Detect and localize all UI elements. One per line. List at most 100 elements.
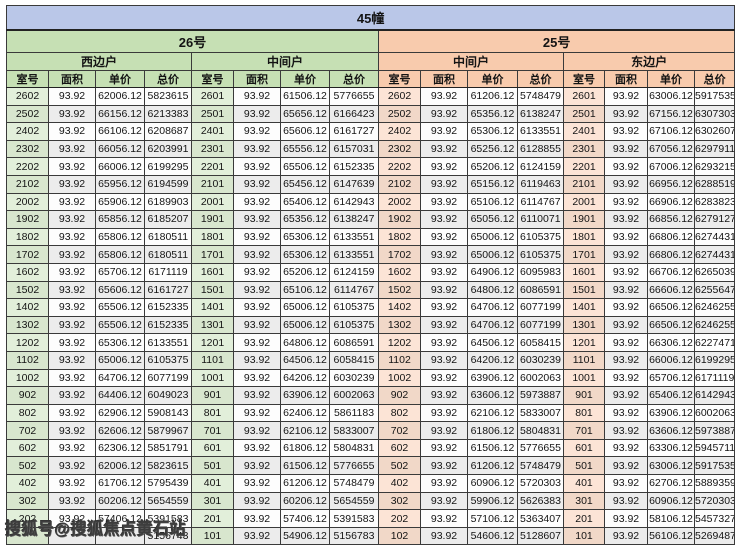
room-cell: 1702 [378, 245, 421, 264]
area-cell: 93.92 [604, 368, 648, 388]
price-cell: 61206.12 [467, 456, 518, 476]
total-cell: 5626383 [517, 491, 564, 511]
total-cell: 5851791 [144, 438, 192, 458]
price-cell: 67006.12 [647, 157, 695, 176]
price-cell: 56106.12 [647, 526, 695, 545]
total-cell: 6147639 [329, 174, 379, 194]
area-cell: 93.92 [233, 280, 281, 300]
table-row: 5156743 101 93.92 54906.12 5156783 102 93.92 54… [6, 526, 736, 545]
room-cell: 2302 [6, 139, 49, 159]
price-cell: 65656.12 [280, 104, 330, 124]
table-row: 2502 93.92 66156.12 6213383 2501 93.92 65656.1… [6, 104, 736, 124]
area-cell: 93.92 [604, 139, 648, 159]
price-cell: 65006.12 [95, 350, 145, 370]
total-cell: 6302607 [693, 122, 736, 141]
total-cell: 6199295 [144, 157, 192, 176]
room-cell: 2301 [563, 139, 605, 159]
area-cell: 93.92 [604, 104, 648, 124]
area-cell: 93.92 [420, 210, 468, 229]
room-cell: 1002 [6, 368, 49, 388]
area-cell: 93.92 [48, 104, 96, 124]
total-cell: 6119463 [517, 174, 564, 194]
area-cell: 93.92 [233, 262, 281, 282]
area-cell: 93.92 [233, 333, 281, 352]
price-cell: 66106.12 [95, 122, 145, 141]
room-cell: 602 [6, 438, 49, 458]
room-cell: 701 [563, 421, 605, 440]
room-cell: 2202 [6, 157, 49, 176]
room-cell: 2501 [191, 104, 234, 124]
room-cell: 1902 [378, 210, 421, 229]
table-row: 1002 93.92 64706.12 6077199 1001 93.92 64206.1… [6, 368, 736, 388]
area-cell: 93.92 [48, 245, 96, 264]
col-header-area: 面积 [233, 70, 281, 88]
room-cell: 2402 [378, 122, 421, 141]
table-row: 1202 93.92 65306.12 6133551 1201 93.92 64806.1… [6, 333, 736, 352]
room-cell: 2602 [378, 87, 421, 106]
room-cell: 2202 [378, 157, 421, 176]
price-cell: 65106.12 [467, 192, 518, 212]
area-cell: 93.92 [48, 350, 96, 370]
total-cell: 6133551 [144, 333, 192, 352]
price-cell: 63306.12 [647, 438, 695, 458]
area-cell: 93.92 [48, 210, 96, 229]
table-row: 2402 93.92 66106.12 6208687 2401 93.92 65606.1… [6, 122, 736, 141]
total-cell: 6138247 [329, 210, 379, 229]
total-cell: 6203991 [144, 139, 192, 159]
total-cell: 5776655 [329, 87, 379, 106]
total-cell: 6110071 [517, 210, 564, 229]
area-cell: 93.92 [604, 333, 648, 352]
total-cell: 5973887 [517, 386, 564, 405]
total-cell: 6095983 [517, 262, 564, 282]
total-cell: 6171119 [693, 368, 736, 388]
price-cell: 66006.12 [647, 350, 695, 370]
total-cell: 6105375 [517, 245, 564, 264]
room-cell: 1802 [378, 227, 421, 247]
price-cell: 64506.12 [467, 333, 518, 352]
total-cell: 6166423 [329, 104, 379, 124]
area-cell: 93.92 [420, 315, 468, 335]
total-cell: 5889359 [693, 474, 736, 493]
total-cell: 6124159 [517, 157, 564, 176]
price-cell: 58106.12 [647, 509, 695, 528]
area-cell: 93.92 [48, 298, 96, 317]
table-row: 202 93.92 57406.12 5391583 201 93.92 57406.12 5… [6, 509, 736, 528]
area-cell: 93.92 [48, 386, 96, 405]
total-cell: 5823615 [144, 87, 192, 106]
area-cell: 93.92 [233, 456, 281, 476]
table-row: 1302 93.92 65506.12 6152335 1301 93.92 65006.1… [6, 315, 736, 335]
area-cell: 93.92 [604, 192, 648, 212]
price-cell: 67106.12 [647, 122, 695, 141]
room-cell: 1502 [378, 280, 421, 300]
total-cell: 6049023 [144, 386, 192, 405]
price-cell: 65006.12 [280, 298, 330, 317]
area-cell: 93.92 [420, 174, 468, 194]
price-cell: 65806.12 [95, 227, 145, 247]
total-cell: 6161727 [144, 280, 192, 300]
room-cell: 1101 [563, 350, 605, 370]
area-cell: 93.92 [420, 139, 468, 159]
price-cell: 65506.12 [95, 298, 145, 317]
room-cell: 702 [6, 421, 49, 440]
price-cell: 65306.12 [95, 333, 145, 352]
room-cell: 1402 [6, 298, 49, 317]
area-cell: 93.92 [604, 87, 648, 106]
table-row: 1602 93.92 65706.12 6171119 1601 93.92 65206.1… [6, 262, 736, 282]
room-cell: 2101 [563, 174, 605, 194]
room-cell: 1401 [563, 298, 605, 317]
total-cell: 6105375 [329, 298, 379, 317]
room-cell: 601 [563, 438, 605, 458]
area-cell: 93.92 [604, 315, 648, 335]
total-cell: 6002063 [329, 386, 379, 405]
col-header-room: 室号 [191, 70, 234, 88]
area-cell: 93.92 [420, 456, 468, 476]
room-cell: 1202 [378, 333, 421, 352]
area-cell: 93.92 [48, 333, 96, 352]
price-cell: 65706.12 [647, 368, 695, 388]
total-cell: 5457327 [693, 509, 736, 528]
total-cell: 6077199 [144, 368, 192, 388]
room-cell: 2201 [563, 157, 605, 176]
total-cell: 6142943 [329, 192, 379, 212]
total-cell: 6077199 [517, 315, 564, 335]
area-cell: 93.92 [233, 192, 281, 212]
